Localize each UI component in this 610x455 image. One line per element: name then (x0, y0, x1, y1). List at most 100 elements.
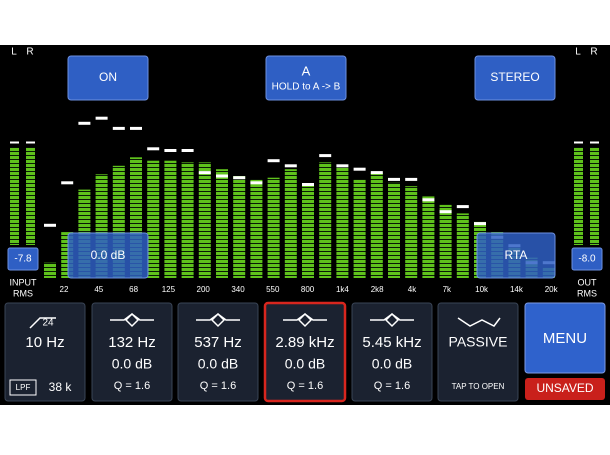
rta-bar (284, 169, 297, 278)
stereo-button[interactable] (474, 55, 556, 101)
rta-peak (61, 181, 74, 185)
status-label: UNSAVED (536, 381, 593, 395)
rta-bar (164, 160, 177, 278)
band-card-bg (263, 301, 347, 403)
rta-peak (388, 177, 400, 181)
band-freq: 537 Hz (194, 334, 242, 351)
meter-peak (590, 141, 599, 144)
rta-peak (319, 154, 332, 158)
band-freq: 2.89 kHz (275, 334, 334, 351)
frequency-label: 14k (510, 285, 524, 294)
band-q: Q = 1.6 (200, 380, 236, 392)
meter-bar (574, 147, 583, 245)
rta-bar (233, 176, 246, 278)
rta-bar (353, 179, 366, 278)
bell-handle (297, 312, 313, 328)
meter-bar (590, 147, 599, 245)
rta-peak (112, 126, 125, 130)
rta-bar (250, 179, 263, 278)
band-card[interactable]: 132 Hz 0.0 dB Q = 1.6 (91, 302, 173, 402)
frequency-label: 7k (443, 285, 452, 294)
rta-peak (147, 147, 160, 151)
band-gain: 0.0 dB (372, 356, 412, 372)
bell-handle (384, 312, 400, 328)
meter-label: RMS (577, 288, 597, 298)
band-card[interactable]: 537 Hz 0.0 dB Q = 1.6 (177, 302, 259, 402)
frequency-label: 45 (94, 285, 103, 294)
rta-peak (439, 210, 452, 214)
rta-peak (336, 164, 349, 168)
frequency-label: 125 (162, 285, 176, 294)
channel-label: R (26, 47, 33, 58)
channel-label: L (11, 47, 17, 58)
ab-button[interactable] (265, 55, 347, 101)
rta-bar (181, 162, 194, 278)
rta-peak (370, 171, 383, 175)
rta-peak (130, 126, 142, 130)
meter-bar (10, 147, 19, 245)
meter-peak (10, 141, 19, 144)
rta-peak (422, 198, 435, 202)
meter-peak (574, 141, 583, 144)
meter-label: INPUT (10, 277, 38, 287)
rta-bar (422, 196, 435, 278)
meter-bar (26, 147, 35, 245)
rta-peak (267, 159, 280, 163)
rta-bar (198, 162, 211, 278)
frequency-label: 550 (266, 285, 280, 294)
rta-bar (388, 182, 400, 278)
channel-label: R (590, 47, 597, 58)
rta-peak (284, 164, 297, 168)
band-gain: 0.0 dB (285, 356, 325, 372)
rta-peak (405, 177, 418, 181)
frequency-label: 4k (408, 285, 417, 294)
lpf-label: LPF (16, 383, 31, 392)
rta-button[interactable] (476, 232, 556, 279)
rta-bar (61, 232, 74, 278)
rta-bar (456, 213, 469, 278)
filter-freq: 10 Hz (25, 334, 64, 351)
gain-button[interactable] (67, 232, 149, 279)
meter-value: -7.8 (14, 254, 32, 265)
band-q: Q = 1.6 (374, 380, 410, 392)
lpf-value: 38 k (49, 380, 73, 394)
rta-bar (319, 162, 332, 278)
passive-card[interactable]: PASSIVE TAP TO OPEN (437, 302, 519, 402)
rta-bar (216, 169, 228, 278)
band-q: Q = 1.6 (287, 380, 323, 392)
rta-bar (302, 184, 314, 278)
frequency-label: 10k (475, 285, 489, 294)
band-card-bg (91, 302, 173, 402)
filter-card[interactable]: 24 10 Hz LPF 38 k (4, 302, 86, 402)
frequency-label: 200 (197, 285, 211, 294)
frequency-label: 22 (60, 285, 69, 294)
rta-peak (44, 223, 56, 227)
menu-label: MENU (543, 330, 587, 347)
bell-handle (124, 312, 140, 328)
band-card[interactable]: 2.89 kHz 0.0 dB Q = 1.6 (263, 301, 347, 403)
rta-peak (456, 205, 469, 209)
unsaved-button[interactable] (525, 378, 605, 400)
menu-button[interactable] (524, 302, 606, 374)
band-gain: 0.0 dB (198, 356, 238, 372)
rta-peak (198, 171, 211, 175)
rta-bar (439, 204, 452, 278)
rta-peak (78, 121, 91, 125)
rta-bar (44, 262, 56, 278)
rta-bar (405, 186, 418, 278)
band-q: Q = 1.6 (114, 380, 150, 392)
ab-title: A (302, 63, 311, 78)
band-freq: 5.45 kHz (362, 334, 421, 351)
rta-bar (370, 172, 383, 278)
ab-subtitle: HOLD to A -> B (272, 82, 341, 93)
rta-bar (336, 167, 349, 278)
frequency-label: 1k4 (336, 285, 349, 294)
channel-label: L (575, 47, 581, 58)
meter-label: RMS (13, 288, 33, 298)
frequency-label: 68 (129, 285, 138, 294)
rta-peak (353, 167, 366, 171)
band-card[interactable]: 5.45 kHz 0.0 dB Q = 1.6 (351, 302, 433, 402)
frequency-label: 800 (301, 285, 315, 294)
rta-peak (95, 116, 108, 120)
on-button[interactable] (67, 55, 149, 101)
